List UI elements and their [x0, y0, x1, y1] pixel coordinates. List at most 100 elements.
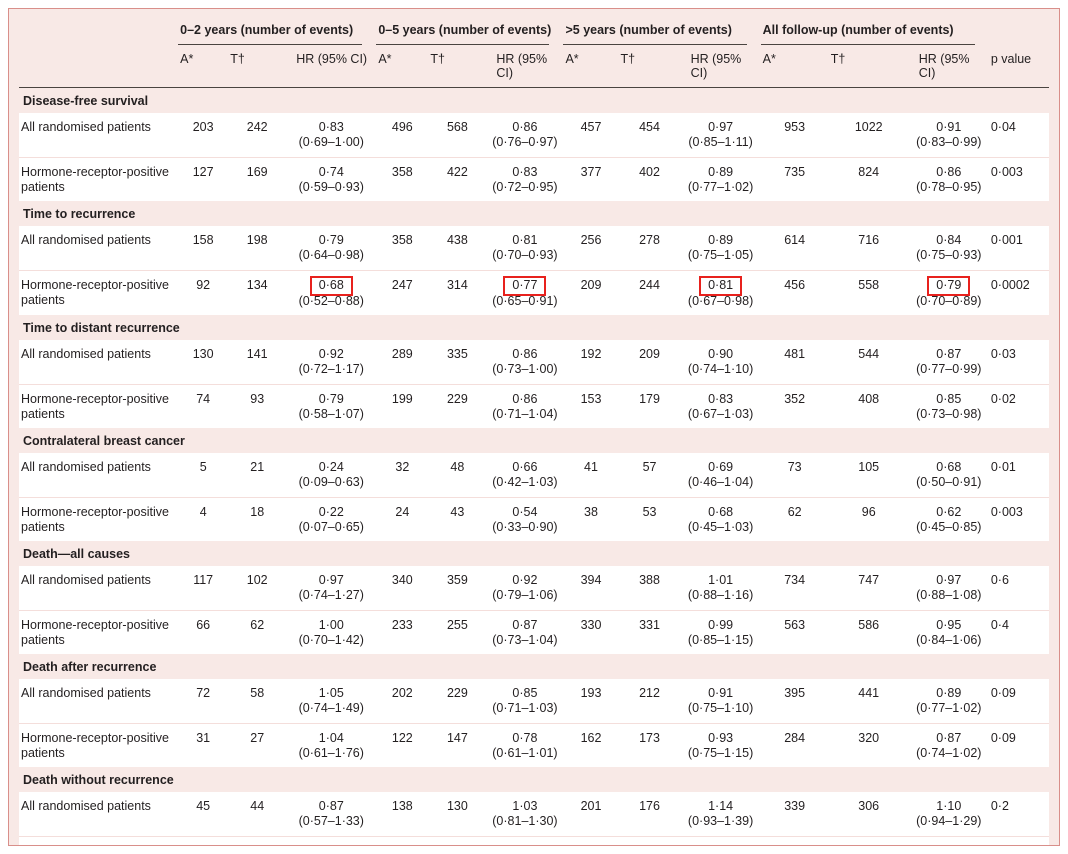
- hr-value: 0·99: [708, 617, 734, 632]
- events-a-cell: 247: [376, 269, 429, 315]
- row-label: All randomised patients: [19, 679, 179, 723]
- hr-value: 0·22: [318, 504, 344, 519]
- ci-value: (0·42–1·03): [492, 475, 558, 490]
- ci-value: (0·67–1·03): [687, 406, 754, 421]
- hr-value: 0·68: [288, 275, 374, 296]
- hr-ci-cell: 0·68 (0·45–1·03): [680, 496, 761, 541]
- hr-value: 0·87: [936, 730, 962, 745]
- section-header-row: Time to distant recurrence: [19, 315, 1049, 340]
- events-a-cell: 45: [178, 792, 229, 836]
- events-a-cell: 74: [178, 383, 229, 428]
- events-t-cell: 824: [828, 156, 909, 201]
- hr-value: 1·04: [683, 844, 759, 846]
- p-value-cell: 0·09: [988, 722, 1049, 767]
- section-header-row: Disease-free survival: [19, 87, 1049, 113]
- section-title: Death without recurrence: [19, 767, 1049, 792]
- hr-value: 1·00: [488, 844, 561, 846]
- hr-value: 0·62: [936, 504, 962, 519]
- events-a-cell: 563: [760, 609, 829, 654]
- hr-value: 0·87: [318, 799, 344, 813]
- ci-value: (0·81–1·30): [492, 814, 558, 829]
- subheader-a: A*: [376, 45, 429, 88]
- subheader-hr: HR (95% CI): [286, 45, 377, 88]
- section-header-row: Death after recurrence: [19, 654, 1049, 679]
- row-label: Hormone-receptor-positive patients: [19, 835, 179, 845]
- table-row: All randomised patients 72 58 1·05 (0·74–1·4…: [19, 679, 1049, 723]
- hr-ci-cell: 0·97 (0·85–1·11): [680, 113, 761, 157]
- events-t-cell: 35: [228, 835, 287, 845]
- p-value-cell: 0·09: [988, 679, 1049, 723]
- section-header-row: Contralateral breast cancer: [19, 428, 1049, 453]
- section-header-row: Time to recurrence: [19, 201, 1049, 226]
- ci-value: (0·67–0·98): [687, 293, 754, 308]
- hr-value: 0·90: [708, 347, 734, 361]
- row-label: All randomised patients: [19, 566, 179, 610]
- table-row: Hormone-receptor-positive patients 66 62 1·…: [19, 609, 1049, 654]
- p-value-cell: 0·4: [988, 609, 1049, 654]
- subheader-a: A*: [178, 45, 229, 88]
- section-title: Time to distant recurrence: [19, 315, 1049, 340]
- events-a-cell: 72: [178, 679, 229, 723]
- ci-value: (0·74–1·02): [916, 745, 982, 760]
- events-a-cell: 339: [760, 792, 829, 836]
- hr-value: 1·01: [708, 573, 734, 587]
- hr-ci-cell: 1·05 (0·74–1·49): [286, 679, 377, 723]
- events-t-cell: 141: [228, 340, 287, 384]
- column-group-header-all-followup: All follow-up (number of events): [760, 21, 989, 45]
- hr-ci-cell: 0·77 (0·65–0·91): [486, 269, 564, 315]
- hr-value: 1·05: [318, 686, 344, 700]
- events-t-cell: 198: [228, 226, 287, 270]
- hr-value: 0·86: [512, 120, 538, 134]
- events-t-cell: 18: [228, 496, 287, 541]
- ci-value: (0·50–0·91): [916, 475, 982, 490]
- events-a-cell: 117: [178, 566, 229, 610]
- p-value-cell: 0·6: [988, 566, 1049, 610]
- ci-value: (0·72–0·95): [492, 179, 558, 194]
- events-a-cell: 614: [760, 226, 829, 270]
- events-t-cell: 320: [828, 722, 909, 767]
- events-a-cell: 953: [760, 113, 829, 157]
- hr-ci-cell: 0·92 (0·79–1·06): [486, 566, 564, 610]
- events-a-cell: 456: [760, 269, 829, 315]
- subheader-a: A*: [563, 45, 619, 88]
- events-t-cell: 388: [618, 566, 681, 610]
- events-t-cell: 27: [228, 722, 287, 767]
- ci-value: (0·75–1·15): [687, 745, 754, 760]
- ci-value: (0·76–0·97): [492, 135, 558, 150]
- events-a-cell: 130: [178, 340, 229, 384]
- hr-ci-cell: 0·54 (0·33–0·90): [486, 496, 564, 541]
- events-t-cell: 229: [428, 679, 487, 723]
- hr-ci-cell: 0·93 (0·75–1·15): [680, 722, 761, 767]
- p-value-cell: 0·2: [988, 792, 1049, 836]
- hr-ci-cell: 0·81 (0·67–0·98): [680, 269, 761, 315]
- column-group-header-gt5-years: >5 years (number of events): [563, 21, 760, 45]
- table-row: All randomised patients 158 198 0·79 (0·64–0…: [19, 226, 1049, 270]
- ci-value: (0·83–0·99): [916, 135, 982, 150]
- ci-value: (0·88–1·08): [916, 588, 982, 603]
- events-a-cell: 31: [178, 722, 229, 767]
- events-t-cell: 544: [828, 340, 909, 384]
- subheader-t: T†: [428, 45, 487, 88]
- events-a-cell: 395: [760, 679, 829, 723]
- ci-value: (0·07–0·65): [298, 519, 364, 534]
- hr-ci-cell: 0·68 (0·52–0·88): [286, 269, 377, 315]
- header-spacer: [19, 21, 178, 45]
- hr-ci-cell: 1·14 (0·93–1·39): [680, 792, 761, 836]
- hr-ci-cell: 0·86 (0·78–0·95): [908, 156, 989, 201]
- hr-value: 0·89: [936, 686, 962, 700]
- events-a-cell: 209: [563, 269, 619, 315]
- events-t-cell: 21: [228, 453, 287, 497]
- section-title: Death after recurrence: [19, 654, 1049, 679]
- hr-ci-cell: 0·95 (0·84–1·06): [908, 609, 989, 654]
- hr-value: 0·89: [708, 233, 734, 247]
- hr-value: 0·83: [708, 391, 734, 406]
- events-a-cell: 62: [760, 496, 829, 541]
- ci-value: (0·75–1·05): [687, 248, 754, 263]
- events-t-cell: 422: [428, 156, 487, 201]
- hr-ci-cell: 0·89 (0·77–1·02): [680, 156, 761, 201]
- row-label: Hormone-receptor-positive patients: [19, 609, 179, 654]
- hr-value: 1·00: [318, 617, 344, 632]
- p-value-cell: 0·03: [988, 340, 1049, 384]
- hr-value: 0·87: [512, 617, 538, 632]
- events-a-cell: 4: [178, 496, 229, 541]
